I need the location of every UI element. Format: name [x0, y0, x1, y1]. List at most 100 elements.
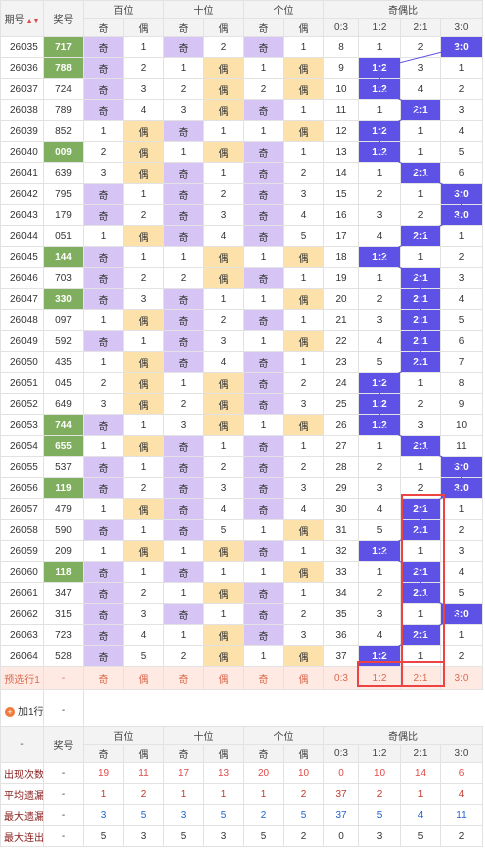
- ratio-cell-3: 3:0: [440, 204, 483, 226]
- h-even-cell: 偶: [123, 225, 164, 247]
- h-even-cell: 2: [123, 477, 164, 499]
- preview-cell[interactable]: 偶: [123, 666, 164, 690]
- stats-prize-header: 奖号: [43, 726, 84, 763]
- u-even-cell: 偶: [283, 414, 324, 436]
- h-odd-cell: 奇: [83, 36, 124, 58]
- stats-prize: -: [43, 804, 84, 826]
- prize-cell: 852: [43, 120, 84, 142]
- sort-icon[interactable]: ▲▼: [25, 18, 40, 25]
- header-row-1: 期号▲▼ 奖号 百位 十位 个位 奇偶比: [0, 0, 483, 37]
- h-odd-cell: 1: [83, 225, 124, 247]
- preview-cell[interactable]: 奇: [83, 666, 124, 690]
- preview-cell[interactable]: 偶: [283, 666, 324, 690]
- ratio-col-2-1: 2:1: [400, 18, 441, 37]
- preview-cell[interactable]: 偶: [203, 666, 244, 690]
- issue-cell: 26053: [0, 414, 44, 436]
- h-odd-cell: 奇: [83, 456, 124, 478]
- stats-tens-header: 十位: [163, 726, 244, 745]
- ratio-cell-2: 2:1: [400, 99, 441, 121]
- preview-cell[interactable]: 1:2: [358, 666, 401, 690]
- h-odd-cell: 奇: [83, 414, 124, 436]
- stats-value: 5: [243, 825, 284, 847]
- t-odd-cell: 奇: [163, 435, 204, 457]
- preview-cell[interactable]: 2:1: [400, 666, 441, 690]
- t-odd-cell: 奇: [163, 456, 204, 478]
- table-row: 26044 051 1 偶奇 4 奇 5 17 4 2:1 1: [0, 225, 483, 247]
- u-even-cell: 偶: [283, 120, 324, 142]
- u-odd-cell: 奇: [243, 267, 284, 289]
- issue-cell: 26055: [0, 456, 44, 478]
- h-even-cell: 3: [123, 78, 164, 100]
- ratio-cell-2: 2: [400, 204, 441, 226]
- t-even-cell: 1: [203, 561, 244, 583]
- preview-cell[interactable]: 奇: [243, 666, 284, 690]
- table-row: 26036 788 奇 2 1 偶 1 偶 9 1:2 3 1: [0, 57, 483, 79]
- h-odd-cell: 1: [83, 309, 124, 331]
- ratio-cell-2: 2:1: [400, 435, 441, 457]
- ratio-col-1-2: 1:2: [358, 18, 401, 37]
- table-row: 26045 144 奇 1 1 偶 1 偶 18 1:2 1 2: [0, 246, 483, 268]
- h-odd-cell: 2: [83, 372, 124, 394]
- u-odd-cell: 奇: [243, 183, 284, 205]
- stats-ratio-col: 0:3: [323, 744, 359, 763]
- stats-value: 3: [203, 825, 244, 847]
- tens-even-header: 偶: [203, 18, 244, 37]
- units-header: 个位: [243, 0, 324, 19]
- t-even-cell: 1: [203, 120, 244, 142]
- stats-table: - 奖号 百位 十位 个位 奇偶比 奇 偶 奇 偶 奇 偶 0:3 1:2 2:…: [0, 726, 483, 847]
- issue-header[interactable]: 期号▲▼: [0, 0, 44, 37]
- u-odd-cell: 奇: [243, 36, 284, 58]
- prize-cell: 592: [43, 330, 84, 352]
- ratio-cell-0: 32: [323, 540, 359, 562]
- prize-cell: 119: [43, 477, 84, 499]
- t-odd-cell: 2: [163, 78, 204, 100]
- ratio-cell-2: 1: [400, 141, 441, 163]
- issue-cell: 26050: [0, 351, 44, 373]
- add-row-value: -: [43, 689, 84, 731]
- ratio-cell-3: 1: [440, 624, 483, 646]
- add-row-button[interactable]: + 加1行: [0, 689, 44, 731]
- u-even-cell: 3: [283, 477, 324, 499]
- ratio-cell-3: 2: [440, 78, 483, 100]
- issue-cell: 26048: [0, 309, 44, 331]
- issue-cell: 26064: [0, 645, 44, 667]
- t-odd-cell: 奇: [163, 204, 204, 226]
- t-even-cell: 4: [203, 225, 244, 247]
- u-even-cell: 偶: [283, 288, 324, 310]
- issue-cell: 26038: [0, 99, 44, 121]
- preview-cell[interactable]: 奇: [163, 666, 204, 690]
- ratio-cell-0: 29: [323, 477, 359, 499]
- ratio-col-0-3: 0:3: [323, 18, 359, 37]
- table-row: 26052 649 3 偶 2 偶奇 3 25 1:2 2 9: [0, 393, 483, 415]
- ratio-cell-2: 2:1: [400, 267, 441, 289]
- prize-cell: 209: [43, 540, 84, 562]
- table-row: 26064 528 奇 5 2 偶 1 偶 37 1:2 1 2: [0, 645, 483, 667]
- stats-odd-header: 奇: [83, 744, 124, 763]
- issue-cell: 26052: [0, 393, 44, 415]
- h-odd-cell: 1: [83, 498, 124, 520]
- ratio-cell-0: 26: [323, 414, 359, 436]
- t-odd-cell: 奇: [163, 603, 204, 625]
- preview-cell[interactable]: 3:0: [440, 666, 483, 690]
- h-even-cell: 偶: [123, 498, 164, 520]
- issue-cell: 26035: [0, 36, 44, 58]
- table-row: 26050 435 1 偶奇 4 奇 1 23 5 2:1 7: [0, 351, 483, 373]
- table-row: 26055 537 奇 1 奇 2 奇 2 28 2 1 3:0: [0, 456, 483, 478]
- h-odd-cell: 奇: [83, 519, 124, 541]
- prize-cell: 649: [43, 393, 84, 415]
- preview-row[interactable]: 预选行1 - 奇 偶 奇 偶 奇 偶 0:3 1:2 2:1 3:0: [0, 666, 483, 690]
- t-odd-cell: 奇: [163, 498, 204, 520]
- ratio-cell-3: 9: [440, 393, 483, 415]
- units-even-header: 偶: [283, 18, 324, 37]
- issue-header-label: 期号: [4, 15, 25, 26]
- stats-value: 2: [243, 804, 284, 826]
- preview-label: 预选行1: [0, 666, 44, 690]
- u-even-cell: 1: [283, 99, 324, 121]
- ratio-cell-3: 5: [440, 141, 483, 163]
- h-odd-cell: 奇: [83, 246, 124, 268]
- u-even-cell: 1: [283, 267, 324, 289]
- u-even-cell: 5: [283, 225, 324, 247]
- table-row: 26038 789 奇 4 3 偶奇 1 11 1 2:1 3: [0, 99, 483, 121]
- preview-cell[interactable]: 0:3: [323, 666, 359, 690]
- h-even-cell: 2: [123, 57, 164, 79]
